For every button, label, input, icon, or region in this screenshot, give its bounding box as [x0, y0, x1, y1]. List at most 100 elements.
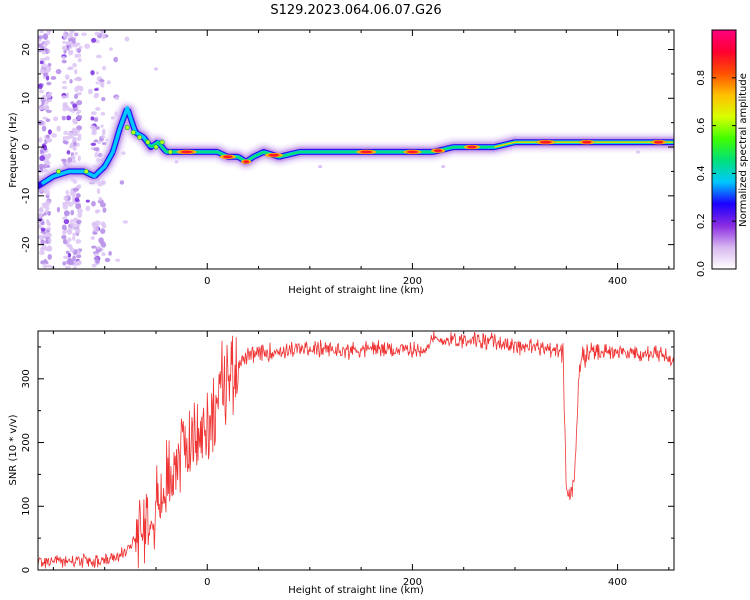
spectrogram-noise-speck [48, 232, 52, 238]
spectrogram-noise-speck [43, 48, 49, 52]
snr-frame [37, 330, 675, 571]
spectrogram-noise-speck [71, 154, 75, 160]
spectrogram-noise-speck [72, 266, 78, 269]
spectrogram-noise-speck [91, 38, 97, 43]
spectrogram-noise-speck [75, 239, 82, 244]
spectrogram-noise-speck [63, 210, 70, 217]
spectrogram-noise-speck [39, 89, 44, 94]
spectrogram-noise-speck [62, 80, 67, 84]
spectrogram-noise-speck [110, 116, 115, 120]
spectrogram-noise-speck [174, 160, 179, 164]
spectrogram-noise-speck [72, 232, 77, 237]
spectrogram-noise-speck [94, 88, 99, 91]
spectrogram-noise-speck [47, 254, 52, 260]
spectrogram-noise-speck [100, 228, 106, 234]
ridge-dot [153, 144, 159, 150]
spectrogram-noise-speck [114, 96, 119, 100]
spectrogram-noise-speck [636, 150, 641, 154]
spectrogram-noise-speck [45, 109, 52, 114]
spectrogram-noise-speck [85, 199, 90, 203]
ridge-dot [167, 149, 173, 155]
ridge-dot [56, 168, 62, 174]
spectrogram-noise-speck [55, 69, 62, 75]
spectrogram-noise-speck [62, 230, 67, 235]
spectrogram-noise-speck [46, 164, 51, 168]
ridge-peak-blob [243, 160, 250, 164]
spectrogram-noise-speck [101, 34, 106, 40]
spectrogram-noise-speck [95, 259, 100, 264]
spectrogram-noise-speck [39, 155, 46, 162]
spectrogram-noise-speck [39, 30, 44, 34]
spectrogram-frame [37, 29, 675, 270]
snr-x-tick-label: 400 [608, 577, 627, 588]
spectrogram-noise-speck [76, 208, 83, 214]
spectrogram-noise-speck [100, 202, 106, 208]
spectrogram-noise-speck [94, 226, 99, 233]
spectrogram-noise-speck [98, 237, 104, 244]
spectrogram-noise-speck [69, 219, 74, 224]
spectrogram-noise-speck [97, 140, 101, 145]
spectrogram-noise-speck [76, 254, 82, 259]
spectrogram-noise-speck [102, 207, 107, 213]
spectrogram-noise-speck [78, 45, 83, 50]
spectrogram-noise-speck [72, 235, 76, 241]
spectrogram-noise-speck [67, 32, 73, 38]
spectrogram-x-tick-label: 200 [403, 276, 422, 287]
spectrogram-noise-speck [43, 212, 47, 216]
spectrogram-noise-speck [100, 242, 107, 248]
snr-x-tick-label: 0 [204, 577, 210, 588]
spectrogram-noise-speck [76, 115, 81, 121]
colorbar-tick-label: 0.2 [696, 213, 707, 229]
ridge-peak-blob [360, 150, 373, 154]
ridge-peak-blob [582, 140, 592, 144]
spectrogram-noise-speck [67, 201, 74, 207]
spectrogram-noise-speck [43, 72, 49, 77]
spectrogram-noise-speck [62, 238, 68, 245]
spectrogram-noise-speck [72, 43, 79, 48]
spectrogram-noise-speck [87, 88, 93, 95]
spectrogram-noise-speck [101, 180, 106, 185]
spectrogram-noise-speck [72, 187, 79, 192]
snr-y-tick-label: 300 [21, 369, 32, 388]
spectrogram-noise-speck [44, 209, 49, 213]
spectrogram-noise-speck [72, 103, 78, 108]
spectrogram-x-tick-label: 400 [608, 276, 627, 287]
spectrogram-panel: 0 200 400 -20 -10 0 10 20 Height of straight li… [8, 29, 675, 296]
spectrogram-noise-speck [45, 203, 50, 207]
spectrogram-noise-speck [90, 116, 95, 121]
spectrogram-noise-speck [40, 235, 46, 240]
spectrogram-noise-speck [93, 147, 100, 152]
spectrogram-noise-speck [113, 56, 119, 63]
spectrogram-noise-speck [44, 40, 51, 45]
spectrogram-y-tick-label: 20 [21, 43, 32, 56]
spectrogram-noise-speck [72, 136, 77, 142]
spectrogram-noise-speck [40, 239, 45, 245]
spectrogram-noise-speck [70, 101, 75, 105]
spectrogram-noise-speck [62, 159, 67, 165]
spectrogram-noise-speck [38, 163, 44, 170]
spectrogram-noise-speck [318, 164, 323, 169]
ridge-peak-blob [268, 153, 280, 157]
spectrogram-noise-speck [76, 125, 83, 131]
spectrogram-noise-speck [41, 51, 46, 55]
spectrogram-noise-speck [38, 83, 43, 90]
spectrogram-noise-speck [101, 252, 106, 257]
spectrogram-noise-speck [72, 130, 77, 136]
spectrogram-noise-speck [100, 221, 106, 227]
spectrogram-noise-speck [100, 30, 105, 35]
spectrogram-noise-speck [75, 203, 82, 210]
spectrogram-noise-speck [98, 197, 103, 202]
spectrogram-noise-speck [95, 81, 99, 85]
snr-y-tick-label: 0 [21, 567, 32, 573]
spectrogram-noise-speck [38, 212, 43, 219]
spectrogram-noise-speck [101, 142, 107, 146]
spectrogram-noise-speck [95, 71, 100, 75]
colorbar-axis: 0.0 0.2 0.4 0.6 0.8 [696, 29, 737, 277]
spectrogram-noise-speck [67, 42, 74, 46]
spectrogram-noise-speck [100, 124, 104, 128]
spectrogram-noise-speck [42, 264, 48, 269]
spectrogram-noise-speck [115, 258, 120, 262]
spectrogram-noise-speck [74, 197, 80, 203]
spectrogram-noise-speck [63, 195, 69, 201]
